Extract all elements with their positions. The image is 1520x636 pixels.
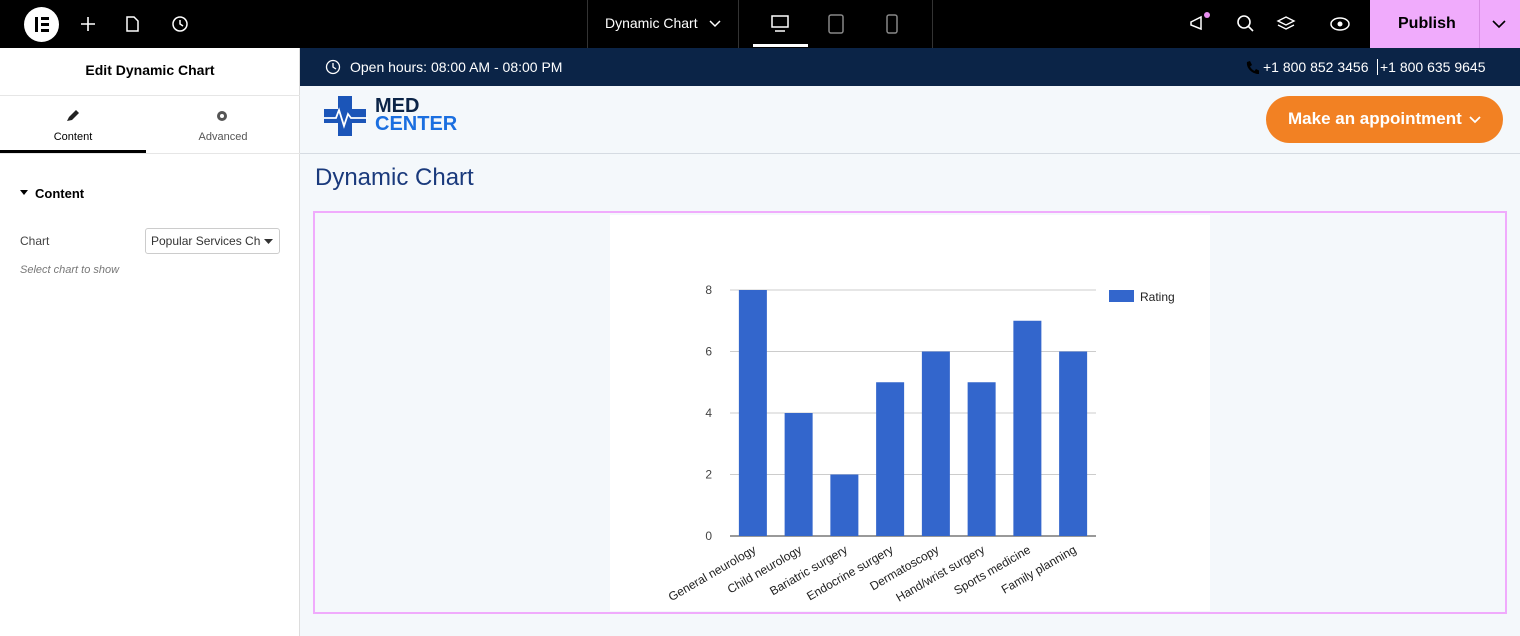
bar <box>738 290 767 536</box>
info-bar: Open hours: 08:00 AM - 08:00 PM +1 800 8… <box>300 48 1520 86</box>
panel-title: Edit Dynamic Chart <box>85 62 215 78</box>
tab-icons <box>67 110 227 121</box>
select-value: Popular Services Chart <box>151 234 261 248</box>
bar <box>784 413 813 536</box>
logo-mark <box>324 96 368 136</box>
field-hint: Select chart to show <box>20 264 120 276</box>
tab-advanced[interactable]: Advanced <box>198 131 248 143</box>
page-heading: Dynamic Chart <box>315 164 474 191</box>
legend-swatch <box>1109 290 1134 302</box>
appointment-label: Make an appointment <box>1288 109 1462 128</box>
chart-widget[interactable] <box>313 211 1507 614</box>
active-device <box>753 44 808 47</box>
y-tick-label: 8 <box>705 283 712 297</box>
publish-menu[interactable] <box>1491 18 1507 30</box>
device-switcher[interactable] <box>770 13 910 35</box>
bar <box>876 382 905 536</box>
caret <box>20 190 28 195</box>
phone-1[interactable]: +1 800 852 3456 <box>1263 59 1378 75</box>
elementor-logo[interactable] <box>24 7 59 42</box>
site-preview: Open hours: 08:00 AM - 08:00 PM +1 800 8… <box>300 48 1520 636</box>
open-hours: Open hours: 08:00 AM - 08:00 PM <box>350 59 563 75</box>
appointment-button[interactable]: Make an appointment <box>1266 96 1503 143</box>
section-title[interactable]: Content <box>35 186 85 201</box>
legend-label: Rating <box>1140 290 1175 304</box>
logo-center: CENTER <box>375 113 458 135</box>
bar <box>830 474 859 536</box>
y-tick-label: 6 <box>705 345 712 359</box>
document-title[interactable]: Dynamic Chart <box>605 15 698 31</box>
chart-select[interactable]: Popular Services Chart <box>145 228 280 254</box>
top-bar: Dynamic Chart Publish <box>0 0 1520 48</box>
utility-icons[interactable] <box>1188 12 1358 36</box>
bar <box>1059 351 1088 536</box>
bar <box>1013 320 1042 536</box>
logo-med: MED <box>375 95 420 117</box>
y-tick-label: 2 <box>705 468 712 482</box>
bar <box>921 351 950 536</box>
y-tick-label: 4 <box>705 406 712 420</box>
chevron[interactable] <box>708 18 722 30</box>
y-tick-label: 0 <box>705 529 712 543</box>
tab-content[interactable]: Content <box>53 131 93 143</box>
active-tab <box>0 150 146 153</box>
phone-2[interactable]: +1 800 635 9645 <box>1380 59 1486 75</box>
phone-icon <box>1246 61 1259 74</box>
publish-button[interactable]: Publish <box>1398 15 1456 32</box>
field-label: Chart <box>20 234 50 248</box>
toolbar-icons[interactable] <box>78 14 198 34</box>
x-tick-label: Sports medicine <box>951 542 1033 597</box>
bar <box>967 382 996 536</box>
editor-panel: Edit Dynamic Chart Content Advanced Cont… <box>0 48 316 636</box>
